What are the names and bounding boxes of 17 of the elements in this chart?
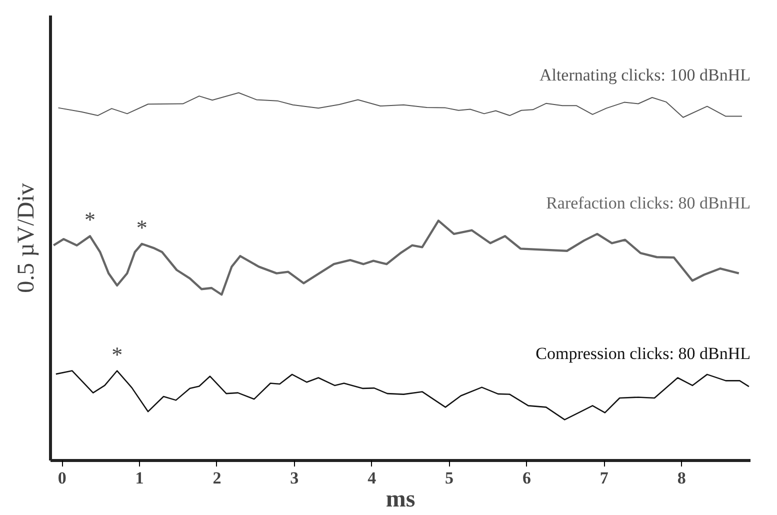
x-tick-label: 7	[600, 468, 609, 488]
annotation: *	[136, 214, 148, 240]
series-label: Alternating clicks: 100 dBnHL	[539, 66, 751, 85]
annotation: *	[84, 207, 96, 232]
y-axis-title: 0.5 µV/Div	[14, 183, 40, 293]
x-tick-label: 0	[58, 468, 66, 488]
x-tick-label: 8	[677, 468, 686, 488]
x-tick-label: 5	[445, 468, 454, 488]
annotation: *	[112, 342, 123, 367]
x-tick-label: 2	[212, 468, 222, 488]
x-tick-label: 4	[368, 468, 377, 488]
text: Rarefaction clicks: 80 dBnHL	[546, 194, 751, 213]
x-tick-label: 6	[522, 468, 531, 488]
x-tick-label: 3	[290, 468, 299, 488]
series-label: Compression clicks: 80 dBnHL	[536, 344, 751, 363]
x-tick-label: 1	[135, 468, 144, 488]
x-axis-title: ms	[386, 486, 416, 512]
